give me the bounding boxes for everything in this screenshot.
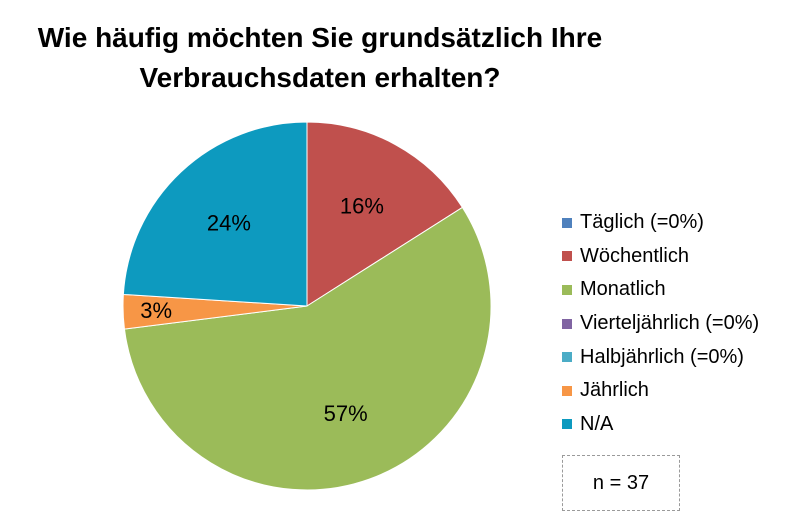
pie-slice-2 [123,206,492,491]
pie-data-label-2: 57% [324,401,368,426]
legend-item-2: Monatlich [562,273,759,307]
legend-swatch-0 [562,217,572,228]
legend: Täglich (=0%) Wöchentlich Monatlich Viertel… [562,206,759,441]
legend-label-3: Vierteljährlich (=0%) [580,312,760,335]
legend-item-3: Vierteljährlich (=0%) [562,307,759,341]
sample-size-text: n = 37 [592,471,650,494]
legend-label-0: Täglich (=0%) [580,211,704,234]
legend-label-5: Jährlich [580,379,649,402]
sample-size-note: n = 37 [562,455,680,511]
pie-data-label-1: 16% [340,194,384,219]
chart-title: Wie häufig möchten Sie grundsätzlich Ihr… [0,18,640,98]
pie-data-label-6: 24% [207,210,251,235]
legend-item-4: Halbjährlich (=0%) [562,340,759,374]
legend-swatch-6 [562,419,572,430]
legend-label-2: Monatlich [580,278,666,301]
legend-label-1: Wöchentlich [580,244,689,267]
legend-swatch-5 [562,385,572,396]
legend-swatch-4 [562,352,572,363]
pie-slice-1 [306,121,464,307]
legend-label-4: Halbjährlich (=0%) [580,345,744,368]
chart-title-line-1: Wie häufig möchten Sie grundsätzlich Ihr… [37,22,603,53]
legend-swatch-1 [562,251,572,262]
legend-item-5: Jährlich [562,374,759,408]
legend-item-1: Wöchentlich [562,240,759,274]
legend-item-0: Täglich (=0%) [562,206,759,240]
chart-title-line-2: Verbrauchsdaten erhalten? [139,62,501,93]
legend-item-6: N/A [562,408,759,442]
legend-swatch-2 [562,284,572,295]
pie-data-label-5: 3% [140,298,172,323]
pie-slice-6 [122,121,308,307]
legend-label-6: N/A [580,412,614,435]
legend-swatch-3 [562,318,572,329]
